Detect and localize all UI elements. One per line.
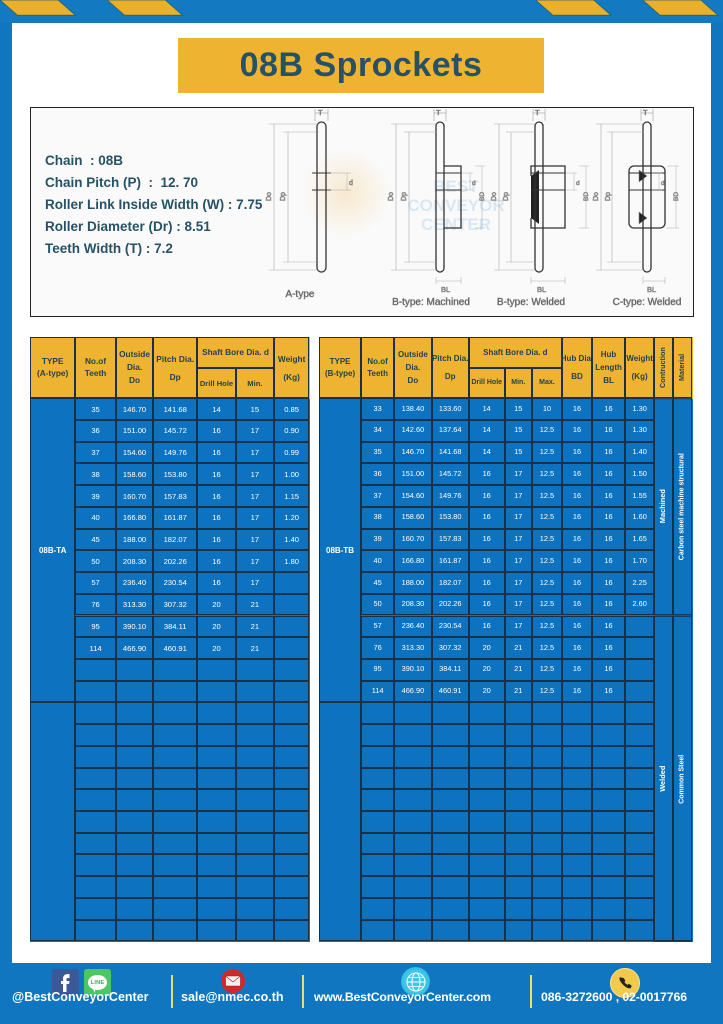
svg-text:T: T [436,108,441,117]
svg-text:d: d [661,180,665,187]
svg-text:BL: BL [537,285,546,294]
svg-text:BL: BL [441,285,450,294]
svg-text:Do: Do [491,192,498,201]
svg-text:B-type: Welded: B-type: Welded [497,297,565,308]
svg-text:BL: BL [647,285,656,294]
svg-text:BD: BD [583,192,590,201]
svg-text:Do: Do [266,192,273,201]
svg-text:d: d [576,180,580,187]
svg-text:Dp: Dp [503,192,510,201]
svg-text:Dp: Dp [605,192,612,201]
svg-text:Do: Do [593,192,600,201]
svg-text:Do: Do [388,192,395,201]
svg-text:C-type: Welded: C-type: Welded [613,297,682,308]
svg-text:A-type: A-type [286,289,315,300]
svg-text:Dp: Dp [280,192,287,201]
svg-text:Dp: Dp [401,192,408,201]
svg-text:B-type: Machined: B-type: Machined [392,297,470,308]
svg-text:d: d [472,180,476,187]
svg-text:T: T [318,108,323,117]
svg-text:BD: BD [479,192,486,201]
svg-text:d: d [349,180,353,187]
svg-text:BD: BD [673,192,680,201]
svg-text:T: T [535,108,540,117]
svg-text:T: T [643,108,648,117]
